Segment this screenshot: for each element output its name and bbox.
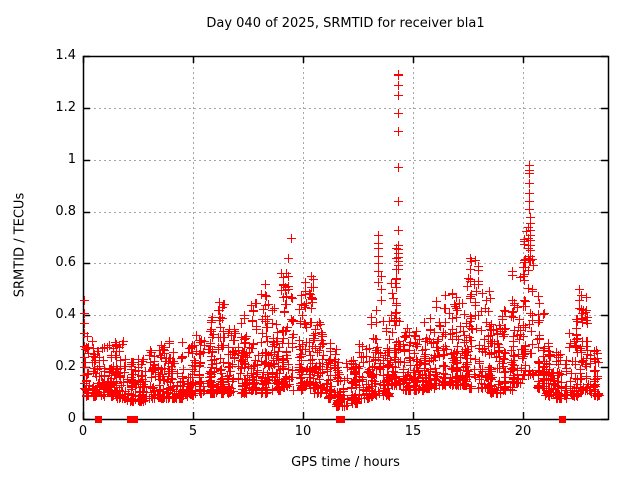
y-tick-label: 1.2	[55, 99, 76, 115]
x-tick-label: 5	[188, 424, 198, 439]
x-tick-label: 0	[78, 424, 88, 439]
x-tick-label: 10	[294, 424, 312, 439]
y-tick-label: 0.4	[55, 307, 76, 323]
zero-flag-marker	[559, 416, 566, 423]
axis-tick-marks	[82, 55, 608, 421]
x-axis-label: GPS time / hours	[291, 455, 400, 470]
data-points	[80, 70, 604, 411]
zero-flag-marker	[127, 416, 134, 423]
zero-flag-marker	[95, 416, 102, 423]
chart-title: Day 040 of 2025, SRMTID for receiver bla…	[206, 16, 485, 31]
y-axis-label: SRMTID / TECUs	[12, 192, 28, 298]
y-tick-label: 0.6	[55, 255, 76, 271]
y-tick-label: 0.2	[55, 359, 76, 375]
y-tick-label: 1.4	[55, 48, 76, 63]
y-tick-label: 0.8	[55, 203, 76, 219]
y-tick-label: 0	[67, 411, 76, 426]
x-tick-label: 20	[514, 424, 532, 439]
y-tick-label: 1	[67, 151, 76, 167]
plot-border	[82, 55, 610, 421]
zero-flag-marker	[338, 416, 345, 423]
zero-flag-marker	[131, 416, 138, 423]
x-tick-label: 15	[404, 424, 422, 439]
